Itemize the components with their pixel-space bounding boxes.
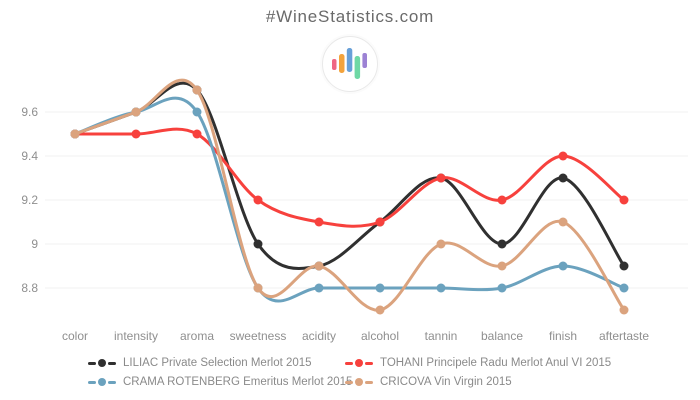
legend-dash-icon (365, 380, 373, 384)
legend-item[interactable]: TOHANI Principele Radu Merlot Anul VI 20… (345, 357, 611, 369)
x-axis-label: acidity (302, 329, 336, 343)
series-dot (497, 261, 507, 271)
y-tick-label: 8.8 (21, 281, 38, 295)
series-dot (558, 173, 568, 183)
y-tick-label: 9 (31, 237, 38, 251)
legend-label: TOHANI Principele Radu Merlot Anul VI 20… (380, 357, 612, 369)
x-axis-label: color (62, 329, 88, 343)
series-dot (619, 305, 629, 315)
legend-item[interactable]: LILIAC Private Selection Merlot 2015 (88, 357, 345, 369)
legend-dash-icon (345, 361, 353, 365)
series-dot (436, 283, 446, 293)
series-dot (619, 283, 629, 293)
y-tick-label: 9.6 (21, 105, 38, 119)
legend-dash-icon (345, 380, 353, 384)
series-dot (192, 129, 202, 139)
x-axis-label: balance (481, 329, 523, 343)
series-dot (436, 173, 446, 183)
series-line (73, 81, 626, 270)
series-dot (192, 107, 202, 117)
legend-line-dot-marker (345, 359, 373, 367)
series-dot (70, 129, 80, 139)
series-dot (253, 283, 263, 293)
legend-item[interactable]: CRICOVA Vin Virgin 2015 (345, 376, 611, 388)
chart-legend: LILIAC Private Selection Merlot 2015 TOHA… (88, 357, 611, 388)
series-dot (558, 217, 568, 227)
series-dot (314, 261, 324, 271)
legend-label: LILIAC Private Selection Merlot 2015 (123, 357, 312, 369)
bar-chart-logo-icon (332, 48, 367, 79)
site-logo (322, 36, 378, 92)
y-tick-label: 9.4 (21, 149, 38, 163)
series-dot (375, 283, 385, 293)
series-dot (436, 239, 446, 249)
x-axis-label: aroma (180, 329, 214, 343)
series-line (73, 78, 626, 312)
legend-dash-icon (88, 361, 96, 365)
legend-line-dot-marker (88, 378, 116, 386)
legend-item[interactable]: CRAMA ROTENBERG Emeritus Merlot 2015 (88, 376, 352, 388)
wine-ratings-chart: 9.6 9.4 9.2 9 8.8 color intensity aroma sweetnes… (21, 78, 688, 343)
legend-line-dot-marker (88, 359, 116, 367)
series-dot (497, 239, 507, 249)
x-axis-label: sweetness (230, 329, 287, 343)
legend-dot-icon (355, 378, 363, 386)
legend-dash-icon (108, 380, 116, 384)
legend-line-dot-marker (345, 378, 373, 386)
series-dot (558, 151, 568, 161)
legend-label: CRAMA ROTENBERG Emeritus Merlot 2015 (123, 376, 353, 388)
series-dot (314, 217, 324, 227)
series-dot (192, 85, 202, 95)
legend-dot-icon (98, 359, 106, 367)
y-tick-label: 9.2 (21, 193, 38, 207)
series-dot (558, 261, 568, 271)
legend-dot-icon (355, 359, 363, 367)
series-dot (131, 129, 141, 139)
x-axis-label: intensity (114, 329, 158, 343)
series-dot (375, 305, 385, 315)
page-title: #WineStatistics.com (265, 7, 435, 26)
series-dot (253, 195, 263, 205)
series-dot (314, 283, 324, 293)
series-dot (619, 261, 629, 271)
series-dot (253, 239, 263, 249)
x-axis-label: tannin (425, 329, 458, 343)
series-dot (375, 217, 385, 227)
x-axis-label: aftertaste (599, 329, 649, 343)
legend-dash-icon (365, 361, 373, 365)
series-dot (497, 283, 507, 293)
legend-dash-icon (88, 380, 96, 384)
series-dot (131, 107, 141, 117)
legend-dot-icon (98, 378, 106, 386)
legend-label: CRICOVA Vin Virgin 2015 (380, 376, 512, 388)
series-line (73, 127, 626, 228)
series-dot (619, 195, 629, 205)
x-axis-label: alcohol (361, 329, 399, 343)
series-dot (497, 195, 507, 205)
legend-dash-icon (108, 361, 116, 365)
x-axis-label: finish (549, 329, 577, 343)
